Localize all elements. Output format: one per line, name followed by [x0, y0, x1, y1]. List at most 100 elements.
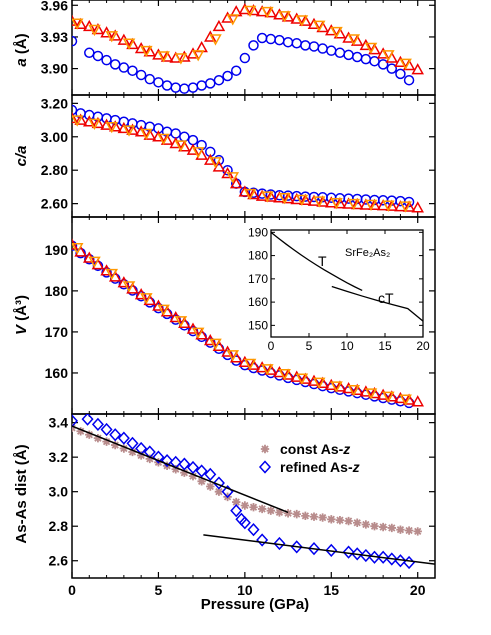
fit-line: [72, 425, 289, 514]
inset-line-t: [270, 231, 363, 292]
triangle-point: [376, 47, 390, 59]
data-points: [72, 2, 424, 94]
triangle-point: [178, 50, 191, 62]
triangle-point: [402, 200, 416, 212]
triangle-point: [368, 43, 381, 55]
inset-line-ct: [331, 285, 424, 322]
triangle-down-point: [382, 391, 395, 403]
y-axis-title: c/a: [13, 146, 30, 167]
triangle-point: [290, 370, 303, 382]
circle-point: [239, 52, 251, 64]
triangle-down-point: [261, 191, 274, 203]
triangle-point: [160, 133, 174, 145]
triangle-point: [281, 368, 295, 380]
triangle-point: [186, 143, 200, 155]
triangle-point: [108, 120, 122, 132]
legend-label: refined As-z: [280, 459, 360, 475]
triangle-down-point: [72, 18, 84, 30]
inset-x-tick-label: 20: [416, 339, 430, 353]
triangle-down-point: [364, 388, 378, 400]
triangle-down-point: [347, 198, 361, 211]
star-point: [136, 451, 146, 460]
diamond-point: [152, 450, 165, 464]
data-points: [72, 104, 424, 213]
triangle-point: [264, 363, 278, 375]
triangle-point: [342, 382, 355, 394]
y-tick-label: 2.8: [49, 518, 69, 534]
triangle-down-point: [295, 15, 309, 27]
diamond-point: [117, 431, 130, 445]
triangle-point: [238, 185, 252, 197]
inset-label-ct: cT: [378, 290, 394, 306]
inset-x-tick-label: 5: [306, 339, 313, 353]
panel-asas: 2.6 2.8 3.0 3.2 3.4 As-As dist (Å) 0 5 10 15 20 con…: [13, 413, 436, 598]
triangle-point: [74, 17, 87, 30]
triangle-point: [186, 47, 200, 59]
triangle-point: [368, 386, 381, 399]
circle-point: [92, 50, 104, 62]
y-tick-label: 2.6: [49, 553, 69, 569]
inset-x-tick-label: 15: [378, 339, 392, 353]
inset: 0 5 10 15 20 150 160 170 180 190 TcT SrFe₂As₂: [248, 225, 430, 353]
diamond-point: [273, 536, 286, 551]
diamond-point: [100, 422, 113, 437]
triangle-point: [307, 374, 321, 386]
data-points: [72, 414, 435, 570]
circle-point: [386, 63, 398, 74]
triangle-down-point: [122, 38, 136, 50]
triangle-down-point: [312, 196, 326, 208]
x-tick-label: 5: [155, 582, 163, 598]
y-tick-label: 3.0: [49, 484, 69, 500]
diamond-point: [342, 545, 355, 559]
triangle-point: [359, 385, 373, 397]
triangle-down-point: [72, 115, 84, 127]
triangle-point: [91, 116, 105, 129]
diamond-point: [195, 464, 208, 478]
triangle-point: [72, 111, 79, 124]
star-point: [404, 526, 414, 535]
y-axis-title-unit: (Å): [13, 33, 30, 58]
legend-label: const As-z: [280, 441, 350, 457]
triangle-point: [247, 187, 260, 200]
star-point: [378, 522, 388, 532]
triangle-point: [299, 372, 312, 384]
legend-label-text: const As-: [280, 441, 344, 457]
triangle-down-point: [209, 157, 222, 169]
triangle-point: [273, 8, 286, 20]
triangle-point: [229, 177, 243, 189]
star-point: [249, 503, 258, 512]
panel-v: 160 170 180 190 V (Å³) 0 5 10 15 20 150 160 170 180 19…: [13, 216, 436, 415]
triangle-point: [117, 121, 131, 134]
x-axis-title: Pressure (GPa): [201, 596, 309, 613]
y-axis-title: V (Å³): [13, 295, 30, 335]
legend-label-text: refined As-: [280, 459, 353, 475]
y-tick-label: 190: [45, 242, 69, 258]
star-point: [344, 516, 353, 526]
triangle-down-point: [226, 14, 240, 26]
star-point: [283, 509, 293, 518]
star-point: [387, 523, 396, 533]
legend-marker-star: [260, 444, 270, 454]
triangle-down-point: [191, 327, 205, 339]
triangle-point: [299, 193, 312, 206]
y-tick-label: 160: [45, 365, 69, 381]
inset-formula: SrFe₂As₂: [345, 247, 390, 259]
triangle-down-point: [140, 45, 153, 58]
star-point: [76, 427, 85, 436]
triangle-down-point: [174, 140, 188, 152]
triangle-point: [247, 4, 260, 16]
diamond-point: [81, 414, 94, 426]
diamond-point: [256, 533, 269, 547]
triangle-down-point: [209, 338, 222, 350]
triangle-down-point: [88, 118, 101, 130]
triangle-point: [83, 115, 96, 127]
legend: const As-z refined As-z: [258, 441, 360, 475]
triangle-down-point: [157, 133, 170, 145]
star-point: [413, 527, 422, 536]
triangle-point: [264, 190, 278, 202]
triangle-point: [350, 383, 364, 395]
triangle-down-point: [347, 34, 361, 46]
star-point: [396, 525, 405, 534]
triangle-down-point: [278, 11, 291, 23]
